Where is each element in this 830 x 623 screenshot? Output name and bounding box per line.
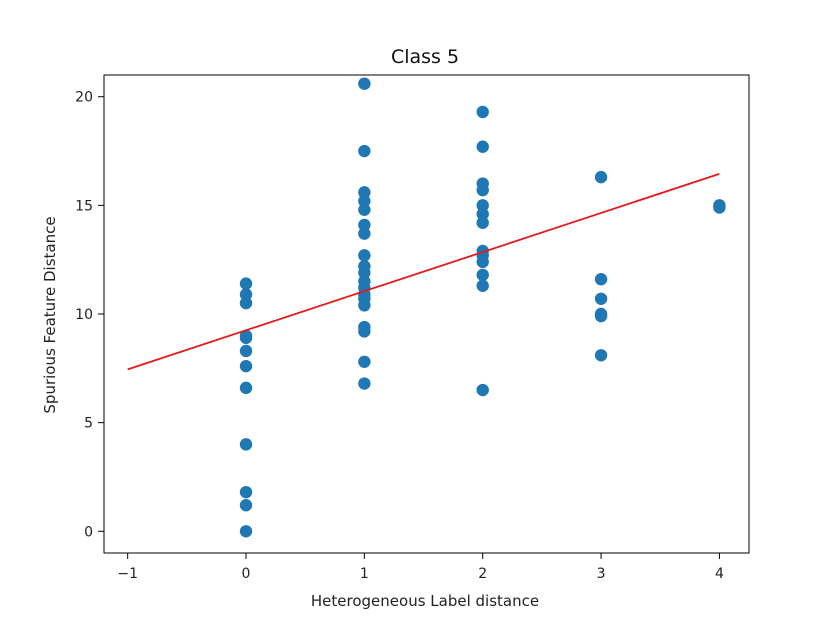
- data-point: [358, 355, 371, 368]
- data-point: [239, 525, 253, 538]
- data-point: [476, 140, 489, 153]
- y-tick-label: 0: [84, 524, 93, 540]
- data-point: [239, 288, 253, 301]
- data-point: [239, 485, 253, 499]
- x-tick-label: 0: [242, 566, 251, 582]
- data-point: [476, 199, 489, 212]
- data-point: [358, 144, 371, 158]
- data-point: [239, 438, 253, 451]
- data-point: [476, 279, 489, 292]
- data-point: [594, 170, 608, 184]
- data-point: [358, 325, 371, 338]
- data-point: [594, 292, 608, 305]
- data-point: [476, 216, 489, 229]
- data-point: [476, 105, 489, 119]
- data-point: [713, 201, 726, 214]
- data-point: [358, 227, 371, 240]
- data-point: [476, 268, 489, 282]
- regression-line: [127, 173, 720, 371]
- x-tick-label: −1: [117, 566, 138, 582]
- data-point: [476, 207, 489, 221]
- data-point: [476, 183, 489, 197]
- x-tick-label: 1: [360, 566, 369, 582]
- data-point: [594, 273, 608, 286]
- data-point: [239, 359, 253, 373]
- data-point: [239, 277, 253, 290]
- data-point: [594, 309, 608, 323]
- data-point: [358, 249, 371, 262]
- x-tick-label: 4: [715, 566, 724, 582]
- y-tick-label: 5: [84, 416, 93, 432]
- data-point: [239, 344, 253, 358]
- data-point: [358, 218, 371, 232]
- data-point: [239, 296, 253, 310]
- data-point: [358, 203, 371, 216]
- data-point: [476, 255, 489, 269]
- x-axis-title: Heterogeneous Label distance: [311, 592, 539, 610]
- y-tick-label: 10: [75, 307, 93, 323]
- data-point: [239, 331, 253, 345]
- x-axis: −1 0 1 2 3 4: [117, 553, 724, 582]
- data-point: [358, 186, 371, 199]
- y-tick-label: 20: [75, 90, 93, 106]
- data-point: [239, 381, 253, 395]
- data-point: [358, 377, 371, 390]
- plot-content: [127, 77, 726, 538]
- data-point: [476, 383, 489, 397]
- x-tick-label: 2: [478, 566, 487, 582]
- data-point: [358, 77, 371, 90]
- y-tick-label: 15: [75, 198, 93, 214]
- y-axis: 0 5 10 15 20: [75, 90, 104, 540]
- data-point: [594, 349, 608, 362]
- data-point: [358, 194, 371, 208]
- data-point: [358, 266, 371, 279]
- y-axis-title: Spurious Feature Distance: [41, 216, 59, 413]
- chart-title: Class 5: [391, 46, 459, 68]
- x-tick-label: 3: [597, 566, 606, 582]
- data-point: [239, 499, 253, 512]
- data-point: [358, 299, 371, 312]
